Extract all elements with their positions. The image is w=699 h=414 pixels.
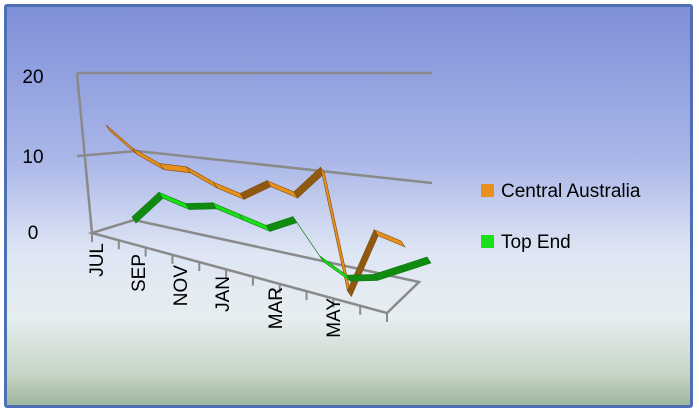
series-segment <box>266 179 299 199</box>
series-segment <box>347 229 379 298</box>
series-segment <box>399 256 432 273</box>
series-layer <box>105 124 432 298</box>
x-tick-label: MAY <box>324 298 345 338</box>
x-tick-label: SEP <box>129 254 150 292</box>
legend-label: Central Australia <box>501 181 641 202</box>
floor-plane <box>87 218 422 315</box>
series-segment <box>345 274 378 282</box>
series-segment <box>239 180 272 200</box>
y-tick-label: 20 <box>22 67 43 88</box>
x-tick-labels: JUL SEP NOV JAN MAR MAY <box>87 243 345 338</box>
y-tick-labels: 0 10 20 <box>22 67 43 244</box>
legend-swatch <box>481 235 494 248</box>
x-tick-label: MAR <box>266 287 287 329</box>
series-segment <box>159 163 192 174</box>
series-segment <box>105 124 138 155</box>
legend-entry: Central Australia <box>481 181 641 202</box>
series-segment <box>238 213 271 233</box>
x-tick-label: NOV <box>171 265 192 307</box>
series-segment <box>185 202 218 210</box>
series-segment <box>186 166 218 189</box>
legend-swatch <box>481 184 494 197</box>
series-segment <box>212 181 245 201</box>
x-tick-label: JAN <box>213 276 234 312</box>
y-tick-label: 0 <box>28 223 39 244</box>
y-axis-line <box>75 72 94 234</box>
series-segment <box>293 166 325 199</box>
legend-label: Top End <box>501 232 571 253</box>
gridline <box>76 149 433 185</box>
series-central-australia <box>105 124 406 298</box>
y-tick-label: 10 <box>22 147 43 168</box>
series-top-end <box>131 191 432 282</box>
series-segment <box>211 202 245 221</box>
series-segment <box>373 229 406 248</box>
series-segment <box>158 191 191 211</box>
series-segment <box>319 255 351 282</box>
series-segment <box>265 216 298 232</box>
axis-layer <box>75 72 422 322</box>
x-tick-label: JUL <box>87 243 108 277</box>
chart-frame: 0 10 20 JUL SEP NOV JAN MAR MAY Central Austral… <box>4 4 693 408</box>
chart-svg: 0 10 20 JUL SEP NOV JAN MAR MAY Central Austral… <box>22 67 641 338</box>
legend-entry: Top End <box>481 232 571 253</box>
grid-layer <box>76 71 433 185</box>
legend: Central Australia Top End <box>481 181 641 253</box>
series-segment <box>131 191 164 224</box>
